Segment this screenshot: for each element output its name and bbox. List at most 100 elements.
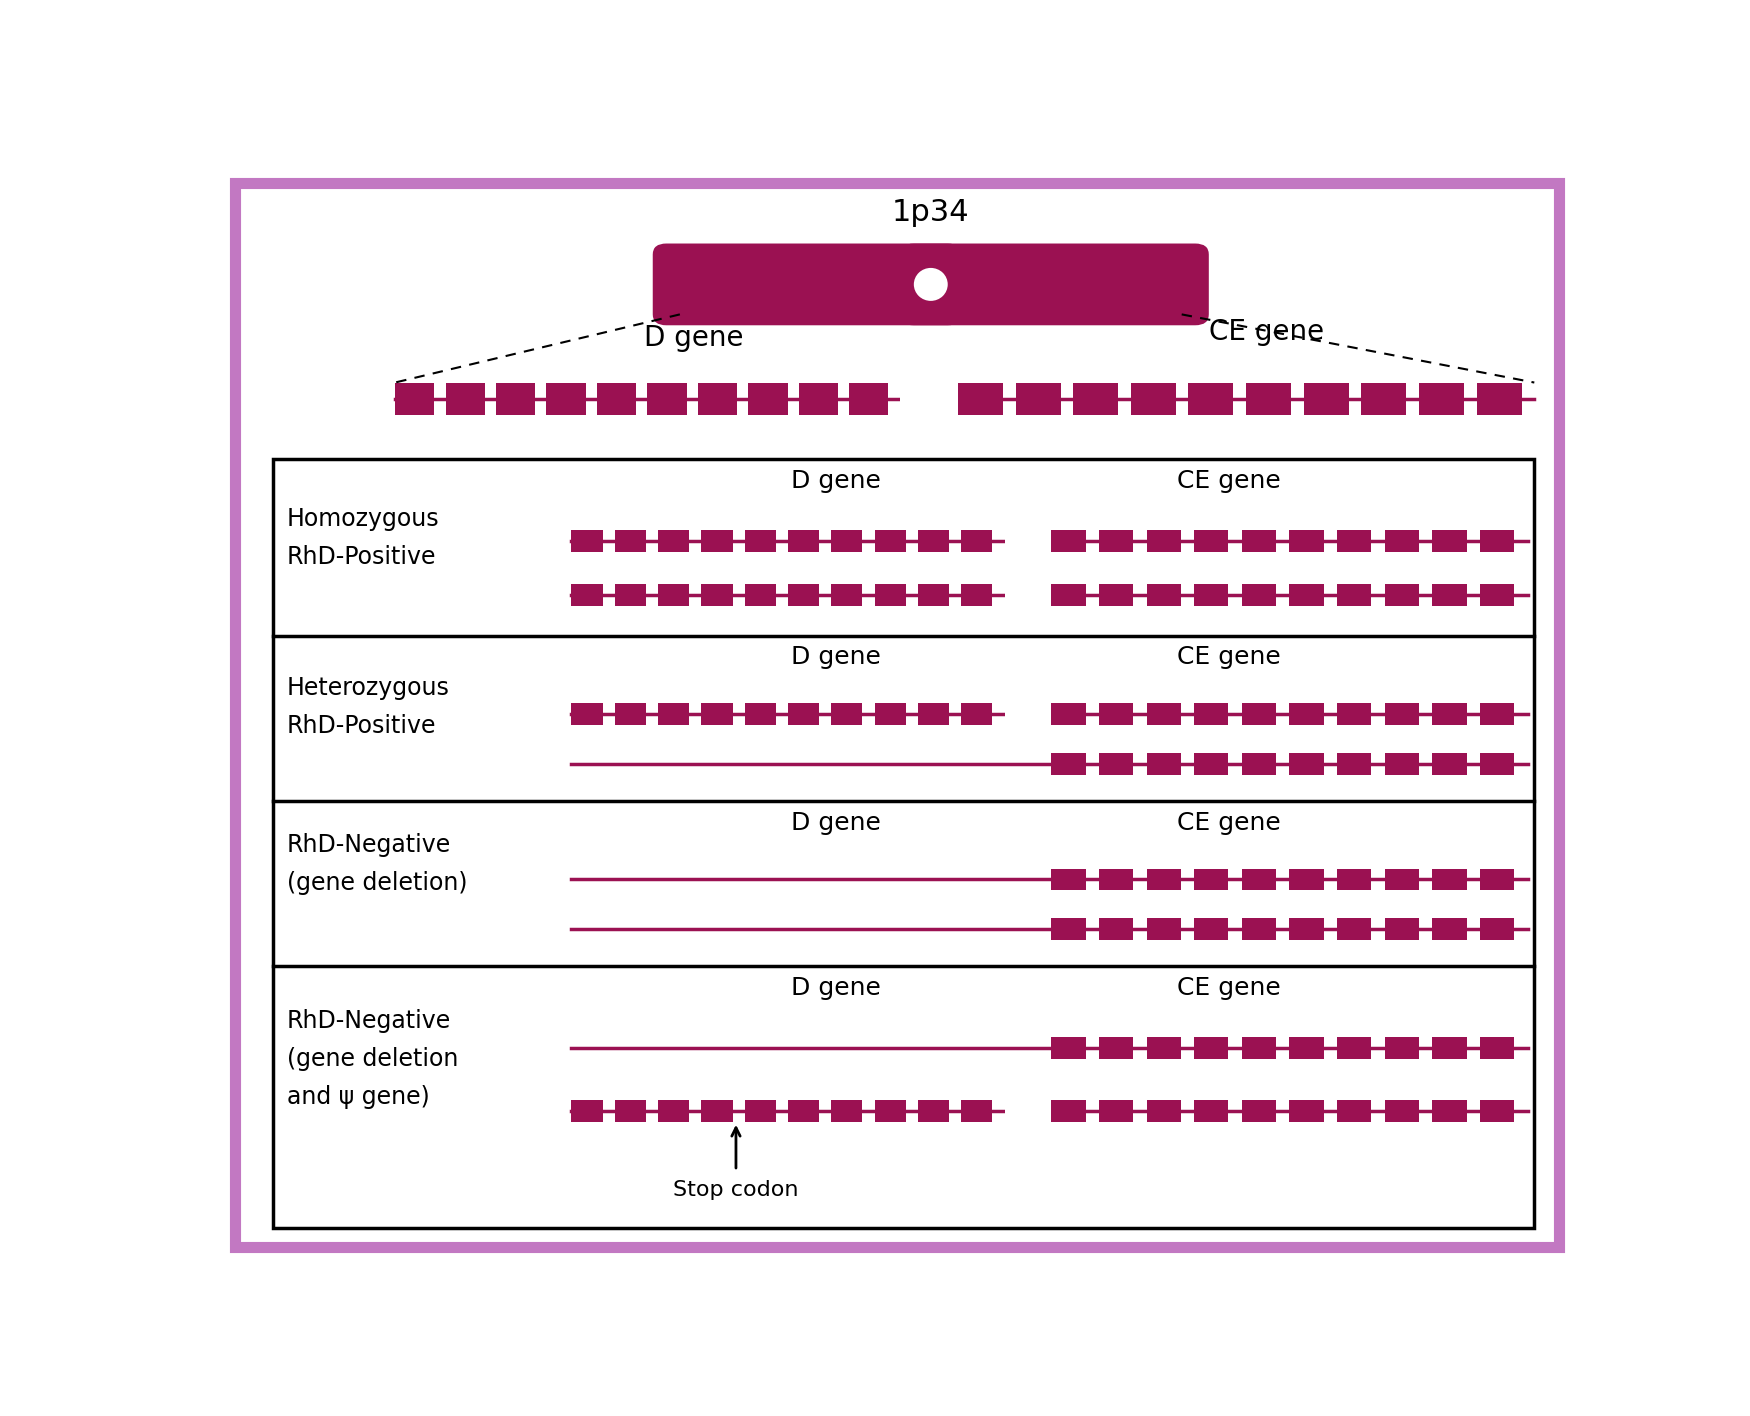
Bar <box>788 704 819 725</box>
Bar <box>1290 753 1323 775</box>
Text: RhD-Negative: RhD-Negative <box>287 1008 452 1032</box>
Bar <box>1099 530 1134 552</box>
Bar <box>875 1100 906 1121</box>
Bar <box>900 381 957 418</box>
Bar <box>1480 530 1514 552</box>
Bar <box>1242 530 1276 552</box>
Bar <box>746 530 775 552</box>
Bar <box>1242 1037 1276 1059</box>
Bar <box>1052 530 1085 552</box>
Text: Homozygous: Homozygous <box>287 507 439 531</box>
Bar <box>1194 585 1228 606</box>
Bar <box>1290 585 1323 606</box>
Bar <box>1146 753 1181 775</box>
Bar <box>1242 585 1276 606</box>
Bar <box>570 1100 602 1121</box>
Bar <box>746 1100 775 1121</box>
Bar <box>1099 1037 1134 1059</box>
Bar <box>614 1100 646 1121</box>
Bar <box>1432 1037 1466 1059</box>
Bar <box>1004 582 1052 607</box>
Ellipse shape <box>914 268 948 300</box>
Bar <box>1337 1100 1372 1121</box>
Bar <box>614 704 646 725</box>
Bar <box>1432 585 1466 606</box>
Bar <box>919 704 948 725</box>
Bar <box>1194 1037 1228 1059</box>
Bar <box>1419 382 1465 415</box>
Bar <box>1384 1100 1419 1121</box>
Bar <box>1337 530 1372 552</box>
Bar <box>788 530 819 552</box>
Bar <box>1052 868 1085 891</box>
Bar <box>875 704 906 725</box>
Text: RhD-Positive: RhD-Positive <box>287 714 436 738</box>
Bar <box>1052 753 1085 775</box>
Text: D gene: D gene <box>644 324 744 351</box>
Bar <box>1015 382 1060 415</box>
Bar <box>875 530 906 552</box>
Bar <box>1337 1037 1372 1059</box>
Bar <box>614 585 646 606</box>
Text: RhD-Negative: RhD-Negative <box>287 833 452 857</box>
Bar <box>1146 530 1181 552</box>
Bar <box>614 530 646 552</box>
Bar <box>1242 1100 1276 1121</box>
Bar <box>495 382 536 415</box>
Bar <box>702 1100 733 1121</box>
Bar <box>788 585 819 606</box>
Bar <box>1052 1037 1085 1059</box>
Bar <box>1432 753 1466 775</box>
FancyBboxPatch shape <box>653 244 961 326</box>
Bar <box>1004 528 1052 554</box>
Bar <box>831 530 863 552</box>
Bar <box>1242 753 1276 775</box>
Text: 1p34: 1p34 <box>892 198 970 228</box>
Bar <box>961 530 992 552</box>
Bar <box>957 382 1003 415</box>
Bar <box>961 704 992 725</box>
Text: (gene deletion: (gene deletion <box>287 1046 458 1070</box>
Bar <box>1384 704 1419 725</box>
Bar <box>1432 918 1466 940</box>
Bar <box>597 382 637 415</box>
Bar <box>1480 918 1514 940</box>
Bar <box>1242 918 1276 940</box>
Bar <box>658 530 690 552</box>
Bar <box>1004 1097 1052 1124</box>
Bar <box>1384 918 1419 940</box>
Bar <box>961 1100 992 1121</box>
Bar <box>1194 918 1228 940</box>
Bar <box>1432 1100 1466 1121</box>
Bar <box>1290 868 1323 891</box>
Bar <box>1146 704 1181 725</box>
Bar <box>1480 1037 1514 1059</box>
Bar <box>1099 753 1134 775</box>
FancyBboxPatch shape <box>900 244 1209 326</box>
Bar <box>702 530 733 552</box>
Bar <box>1432 530 1466 552</box>
Text: D gene: D gene <box>791 469 880 493</box>
Text: CE gene: CE gene <box>1178 469 1281 493</box>
Bar <box>1480 753 1514 775</box>
Bar <box>798 382 838 415</box>
Bar <box>1146 1037 1181 1059</box>
Bar <box>831 1100 863 1121</box>
Bar <box>1073 382 1118 415</box>
Text: and ψ gene): and ψ gene) <box>287 1085 429 1109</box>
Bar <box>919 1100 948 1121</box>
Bar <box>875 585 906 606</box>
Bar <box>702 585 733 606</box>
Bar <box>1337 585 1372 606</box>
Bar <box>698 382 737 415</box>
Bar <box>1337 753 1372 775</box>
Bar <box>1477 382 1522 415</box>
Bar <box>1194 530 1228 552</box>
Bar <box>570 585 602 606</box>
Bar <box>1480 704 1514 725</box>
Text: Heterozygous: Heterozygous <box>287 675 450 700</box>
Bar <box>746 704 775 725</box>
Bar <box>1337 868 1372 891</box>
Bar <box>1304 382 1349 415</box>
Bar <box>396 382 434 415</box>
